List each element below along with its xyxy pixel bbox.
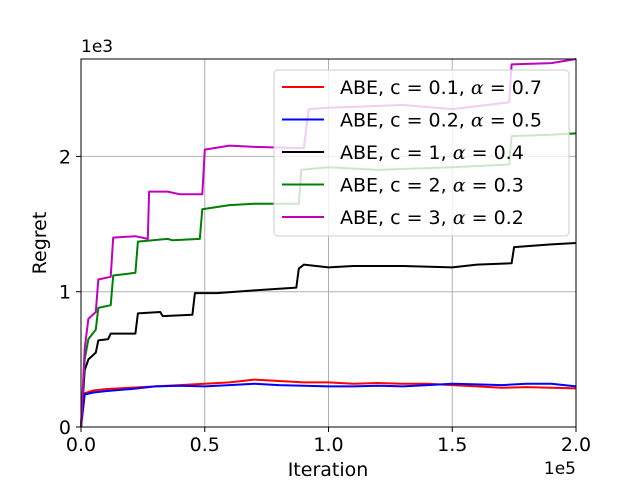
legend-alpha-value: 0.4 [494, 142, 524, 164]
legend-entry-3: ABE, c = 2, α = 0.3 [340, 175, 524, 197]
legend-entry-4: ABE, c = 3, α = 0.2 [340, 207, 524, 229]
series-line-2 [80, 242, 577, 428]
y-offset-label: 1e3 [81, 37, 113, 57]
legend-equals-sign: = [484, 110, 512, 132]
y-tick-label: 2 [59, 146, 71, 168]
legend-alpha-symbol: α [453, 175, 466, 197]
legend-entry-1: ABE, c = 0.2, α = 0.5 [340, 110, 542, 132]
legend: ABE, c = 0.1, α = 0.7 ABE, c = 0.2, α = 0… [273, 69, 570, 237]
legend-alpha-value: 0.3 [494, 175, 524, 197]
series-line-0 [80, 378, 577, 428]
legend-entry-text: ABE, c = 0.1, [340, 77, 471, 99]
legend-entry-0: ABE, c = 0.1, α = 0.7 [340, 77, 542, 99]
x-offset-label: 1e5 [544, 459, 576, 479]
x-tick-label: 1.5 [437, 434, 467, 456]
legend-alpha-symbol: α [471, 110, 484, 132]
legend-equals-sign: = [466, 175, 494, 197]
legend-alpha-value: 0.7 [512, 77, 542, 99]
legend-alpha-value: 0.5 [512, 110, 542, 132]
legend-entry-text: ABE, c = 0.2, [340, 110, 471, 132]
legend-entry-2: ABE, c = 1, α = 0.4 [340, 142, 524, 164]
legend-alpha-symbol: α [471, 77, 484, 99]
x-tick-label: 2.0 [561, 434, 591, 456]
legend-alpha-symbol: α [453, 207, 466, 229]
y-tick-label: 1 [59, 282, 71, 304]
y-axis-label: Regret [29, 212, 51, 275]
legend-equals-sign: = [484, 77, 512, 99]
legend-alpha-value: 0.2 [494, 207, 524, 229]
legend-entry-text: ABE, c = 3, [340, 207, 453, 229]
series-line-1 [80, 382, 577, 428]
x-tick-label: 0.0 [66, 434, 96, 456]
legend-box [273, 69, 570, 237]
axis-ticks: 0.0 0.5 1.0 1.5 2.0 0 1 2 [59, 146, 591, 456]
legend-alpha-symbol: α [453, 142, 466, 164]
x-axis-label: Iteration [288, 459, 369, 480]
x-tick-label: 1.0 [313, 434, 343, 456]
y-tick-label: 0 [59, 417, 71, 439]
legend-equals-sign: = [466, 207, 494, 229]
legend-equals-sign: = [466, 142, 494, 164]
legend-entry-text: ABE, c = 1, [340, 142, 453, 164]
legend-entry-text: ABE, c = 2, [340, 175, 453, 197]
x-tick-label: 0.5 [190, 434, 220, 456]
